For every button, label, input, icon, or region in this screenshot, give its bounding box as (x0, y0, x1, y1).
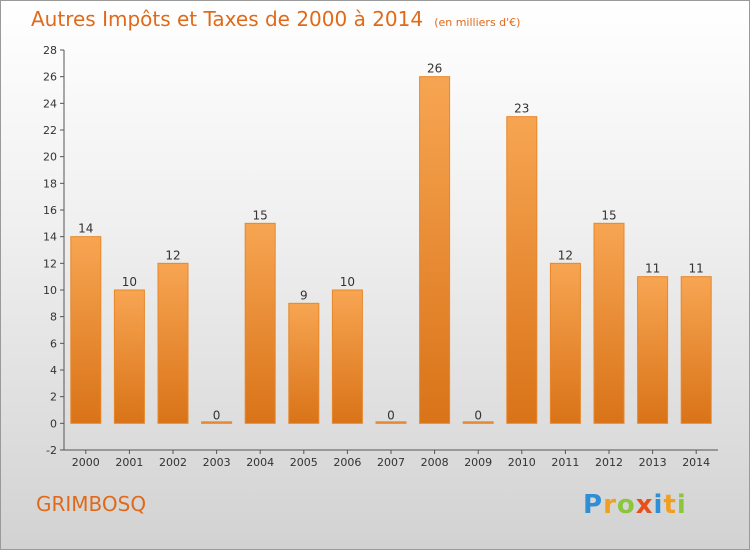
bar (201, 421, 233, 424)
bar (157, 262, 189, 424)
data-label: 15 (253, 208, 268, 222)
bar (506, 116, 538, 424)
chart-subtitle: (en milliers d'€) (434, 16, 521, 29)
brand-letter: P (583, 490, 604, 520)
x-tick-label: 2010 (508, 456, 536, 469)
data-label: 23 (514, 102, 529, 116)
y-tick-label: 14 (43, 231, 57, 244)
brand-letter: x (635, 490, 654, 520)
x-tick-label: 2007 (377, 456, 405, 469)
x-tick-label: 2005 (290, 456, 318, 469)
data-label: 10 (340, 275, 355, 289)
y-tick-label: 26 (43, 71, 57, 84)
x-tick-label: 2012 (595, 456, 623, 469)
data-label: 12 (165, 248, 180, 262)
data-label: 9 (300, 288, 308, 302)
bar (331, 289, 363, 424)
data-label: 12 (558, 248, 573, 262)
y-tick-label: 18 (43, 177, 57, 190)
data-label: 14 (78, 222, 93, 236)
bar (419, 76, 451, 424)
x-tick-label: 2006 (333, 456, 361, 469)
bar (113, 289, 145, 424)
data-label: 11 (645, 262, 660, 276)
y-tick-label: 4 (50, 364, 57, 377)
y-tick-label: 12 (43, 257, 57, 270)
y-tick-label: 16 (43, 204, 57, 217)
y-tick-label: 2 (50, 391, 57, 404)
bar (462, 421, 494, 424)
y-tick-label: -2 (46, 444, 57, 457)
x-tick-label: 2014 (682, 456, 710, 469)
data-label: 11 (689, 262, 704, 276)
bar (680, 276, 712, 424)
bar (244, 222, 276, 424)
x-tick-label: 2001 (115, 456, 143, 469)
commune-name: GRIMBOSQ (36, 492, 147, 516)
brand-letter: i (676, 490, 687, 520)
x-tick-label: 2000 (72, 456, 100, 469)
x-tick-label: 2009 (464, 456, 492, 469)
data-label: 0 (387, 408, 395, 422)
x-tick-label: 2013 (639, 456, 667, 469)
title-row: Autres Impôts et Taxes de 2000 à 2014 (e… (31, 7, 520, 31)
data-label: 0 (213, 408, 221, 422)
data-label: 15 (601, 208, 616, 222)
x-tick-label: 2008 (421, 456, 449, 469)
x-tick-label: 2004 (246, 456, 274, 469)
y-tick-label: 8 (50, 311, 57, 324)
brand-letter: i (653, 490, 664, 520)
brand-letter: o (616, 490, 636, 520)
chart-title: Autres Impôts et Taxes de 2000 à 2014 (31, 7, 424, 31)
bar (70, 236, 102, 424)
y-tick-label: 0 (50, 417, 57, 430)
bar (593, 222, 625, 424)
data-label: 0 (474, 408, 482, 422)
x-tick-label: 2011 (551, 456, 579, 469)
y-tick-label: 28 (43, 44, 57, 57)
data-labels: 14 10 12 0 15 9 10 0 26 0 23 12 15 11 11 (78, 62, 704, 423)
x-tick-label: 2003 (203, 456, 231, 469)
brand-letter: r (603, 490, 617, 520)
brand-letter: t (663, 490, 677, 520)
bar (375, 421, 407, 424)
y-tick-label: 24 (43, 97, 57, 110)
bar (549, 262, 581, 424)
y-tick-label: 10 (43, 284, 57, 297)
bar (637, 276, 669, 424)
x-tick-label: 2002 (159, 456, 187, 469)
bar (288, 302, 320, 424)
bars (70, 76, 712, 424)
y-tick-label: 22 (43, 124, 57, 137)
data-label: 26 (427, 62, 442, 76)
data-label: 10 (122, 275, 137, 289)
y-tick-label: 6 (50, 337, 57, 350)
y-tick-label: 20 (43, 151, 57, 164)
brand-logo[interactable]: Proxiti (583, 490, 687, 520)
